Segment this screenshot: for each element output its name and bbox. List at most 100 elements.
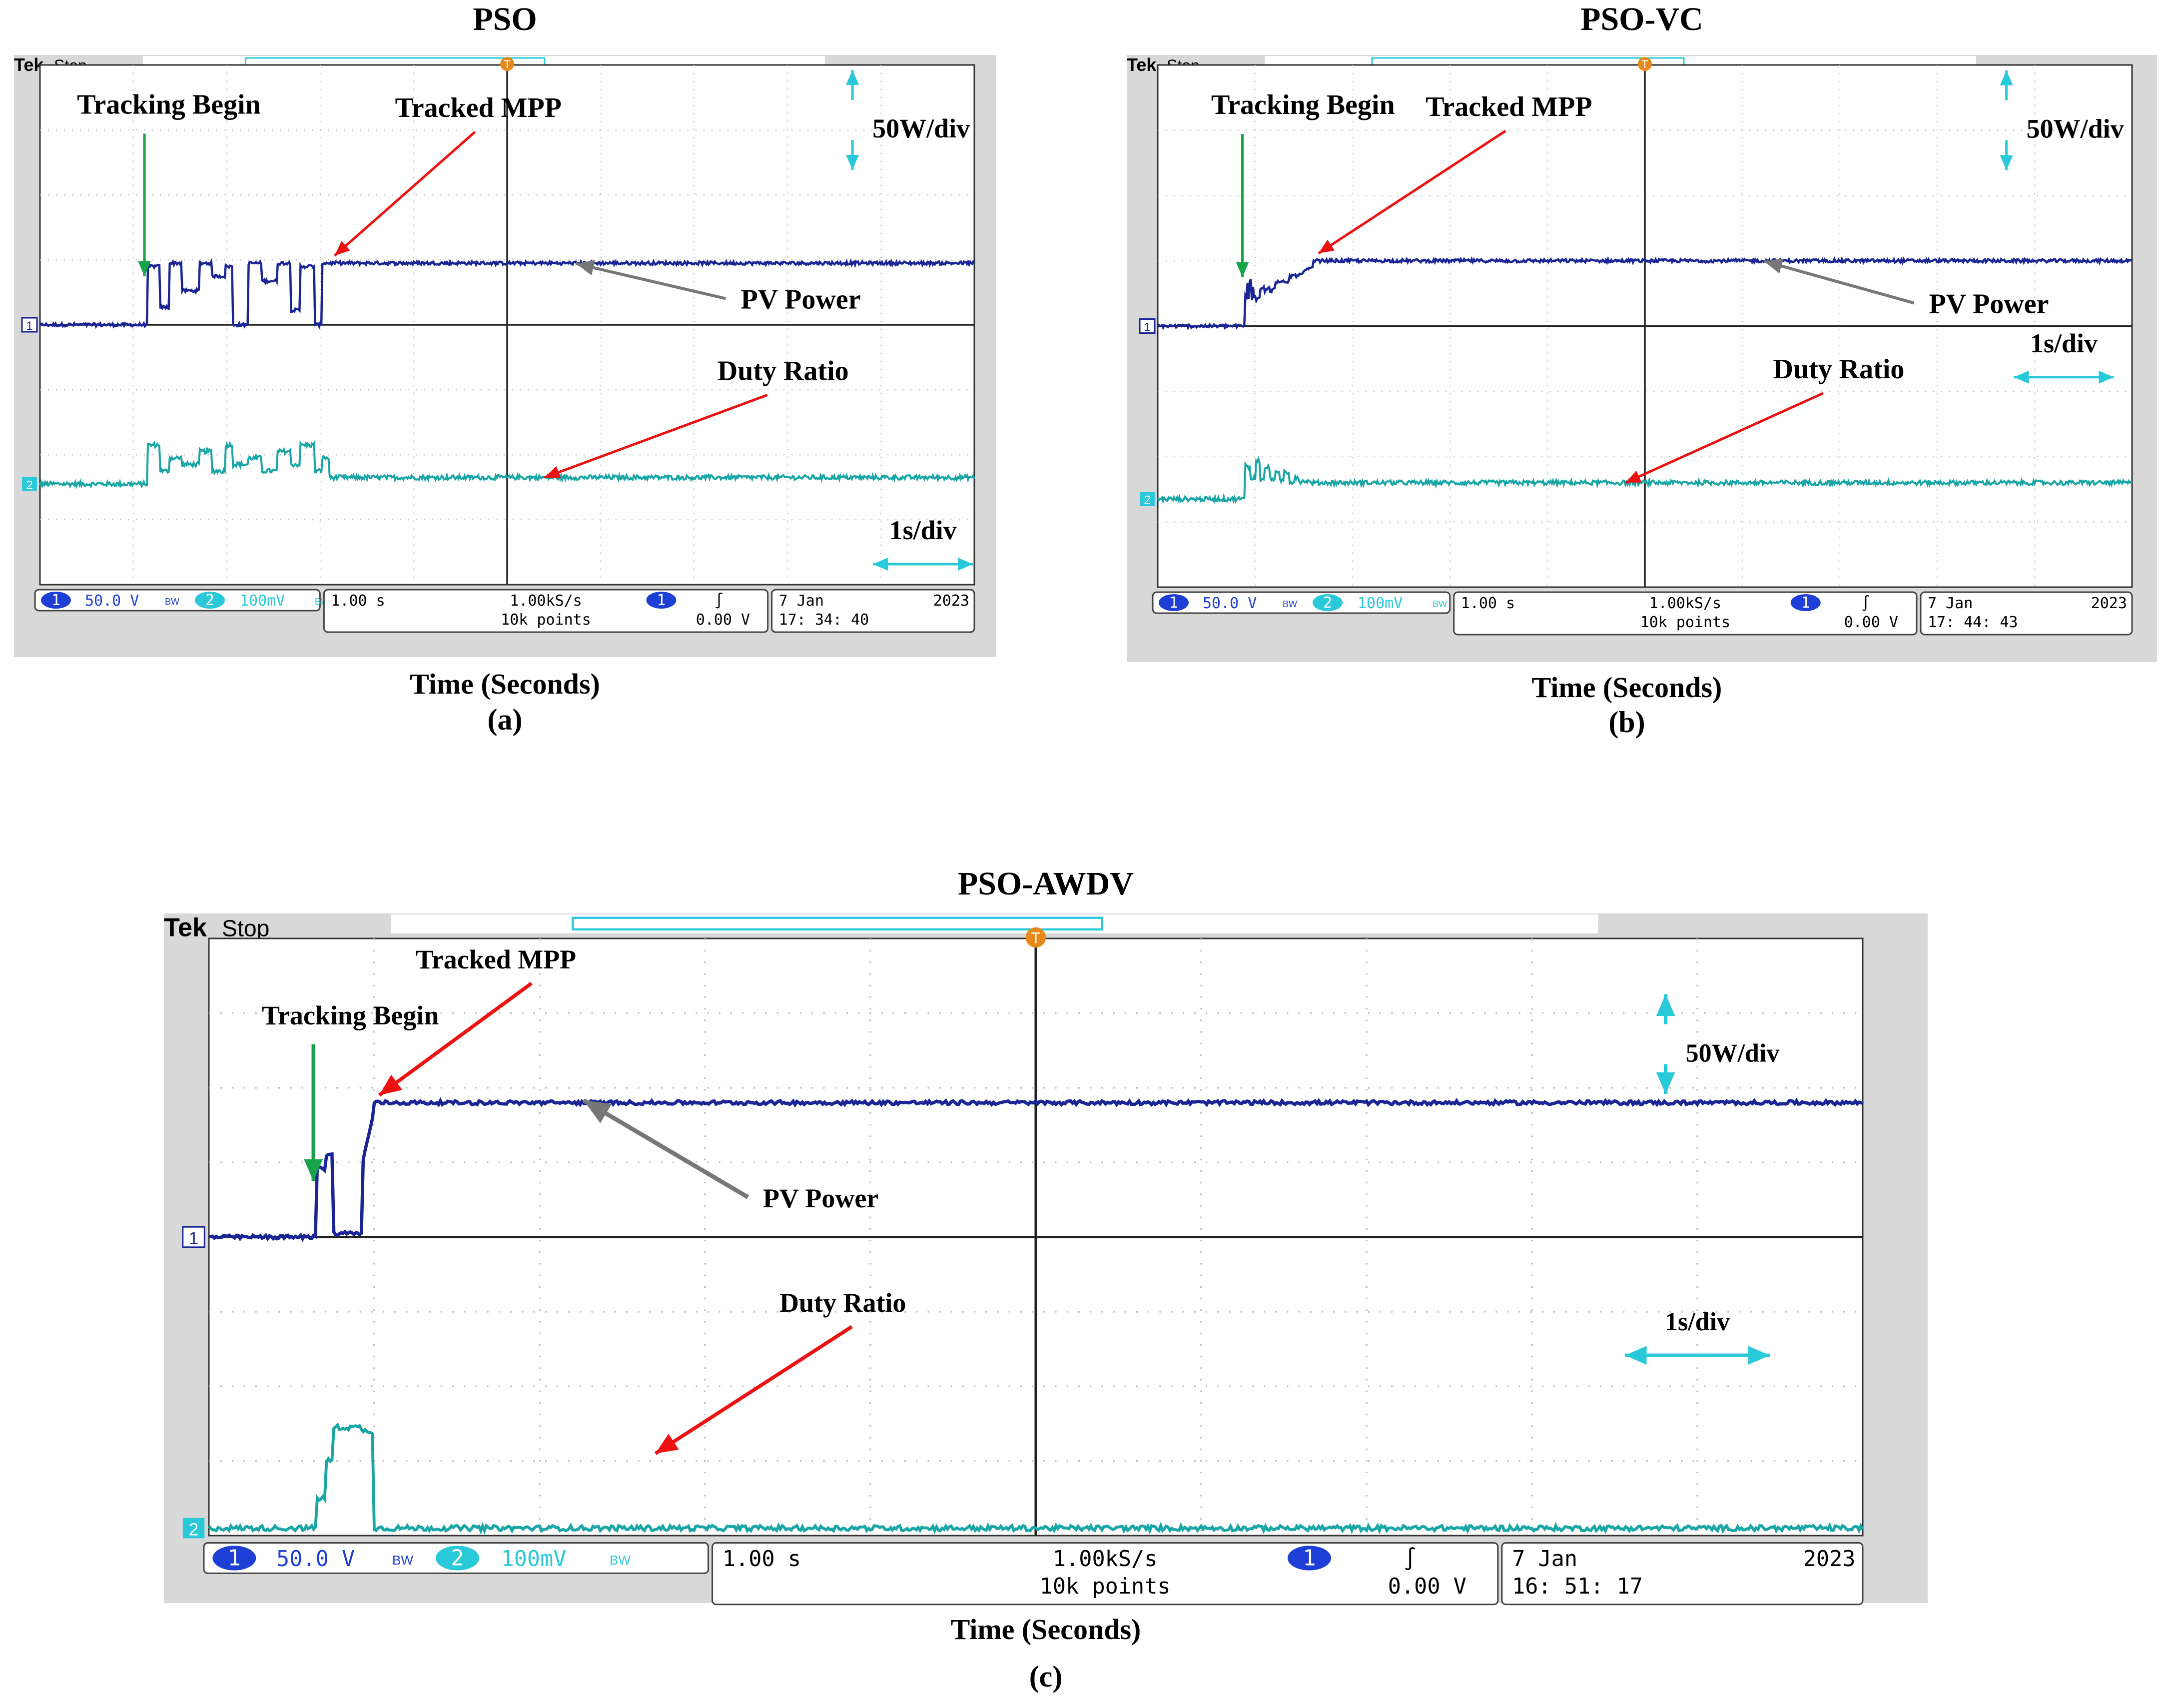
badge-ch2-label: 2 <box>451 1546 464 1571</box>
record-length: 10k points <box>1040 1574 1171 1599</box>
badge-ch1 <box>41 592 71 609</box>
sample-rate: 1.00kS/s <box>510 592 582 610</box>
label-mask <box>47 88 77 119</box>
panel-a-xlabel: Time (Seconds) <box>410 668 600 700</box>
arrow-power-scale-down-head <box>1656 1072 1675 1094</box>
panel-a-caption: (a) <box>488 703 523 736</box>
badge-ch2 <box>195 592 225 609</box>
panel-c-caption: (c) <box>1029 1660 1063 1693</box>
ch2-marker-label: 2 <box>1144 494 1150 507</box>
trigger-cursor <box>1025 927 1046 948</box>
label-tracking-begin: Tracking Begin <box>1211 89 1395 120</box>
arrow-time-scale-left-head <box>1625 1346 1647 1365</box>
label-duty-ratio: Duty Ratio <box>718 356 849 387</box>
trigger-cursor <box>1638 57 1652 71</box>
arrow-duty-ratio-head <box>655 1434 679 1454</box>
timebase: 1.00 s <box>331 592 385 610</box>
record-window <box>572 916 1103 931</box>
badge-trigger <box>1287 1546 1331 1571</box>
date: 7 Jan <box>1928 595 1973 612</box>
badge-ch2 <box>1313 594 1343 611</box>
clock-time: 17: 34: 40 <box>779 611 869 629</box>
timebase: 1.00 s <box>1461 595 1515 612</box>
year: 2023 <box>933 592 969 610</box>
ch2-marker-label: 2 <box>189 1520 198 1540</box>
panel-c-xlabel: Time (Seconds) <box>951 1613 1141 1646</box>
trigger-cursor-label: T <box>1641 58 1648 70</box>
label-pv-power: PV Power <box>1929 288 2049 319</box>
arrow-time-scale-right-head <box>958 558 973 571</box>
ch1-bw: BW <box>1283 599 1297 609</box>
panel-a-title: PSO <box>473 1 537 37</box>
arrow-time-scale-right-head <box>2099 370 2114 384</box>
clock-time: 16: 51: 17 <box>1512 1574 1643 1599</box>
arrow-tracking-begin-head <box>138 261 151 276</box>
ch2-scale: 100mV <box>1358 595 1403 612</box>
date: 7 Jan <box>1512 1547 1577 1572</box>
status-channels <box>34 589 321 612</box>
status-date <box>1501 1542 1864 1606</box>
ch2-marker <box>1140 492 1155 506</box>
badge-ch2 <box>436 1546 479 1571</box>
ch1-marker-label: 1 <box>189 1229 198 1248</box>
status-channels <box>1152 591 1451 614</box>
year: 2023 <box>1803 1547 1856 1572</box>
ch2-bw: BW <box>610 1553 631 1568</box>
label-time-scale: 1s/div <box>889 515 957 545</box>
label-power-scale: 50W/div <box>1686 1039 1780 1068</box>
arrow-time-scale-left-head <box>2014 370 2029 384</box>
arrow-pv-power <box>582 1098 749 1199</box>
label-duty-ratio: Duty Ratio <box>1773 354 1905 385</box>
arrow-power-scale-down-head <box>2000 155 2013 170</box>
ch2-bw: BW <box>1433 599 1447 609</box>
series-duty-ratio <box>39 440 975 490</box>
trigger-cursor <box>500 57 514 71</box>
ch1-bw: BW <box>392 1553 413 1568</box>
scope-brand: Tek <box>164 913 207 942</box>
trigger-level: 0.00 V <box>1844 614 1898 631</box>
badge-trigger-label: 1 <box>1303 1546 1316 1571</box>
ch2-marker-label: 2 <box>26 479 32 492</box>
arrow-tracked-mpp-head <box>1319 239 1335 253</box>
label-power-scale: 50W/div <box>2027 114 2124 144</box>
ch1-scale: 50.0 V <box>1203 595 1257 612</box>
arrow-duty-ratio-head <box>1625 470 1642 483</box>
panel-c: Tek Stop T 1 2 Tracking Begin Tracked MPP PV Po… <box>164 913 1928 1606</box>
label-mask <box>1181 88 1211 119</box>
ch1-marker <box>1139 318 1156 334</box>
badge-ch1-label: 1 <box>228 1546 241 1571</box>
sample-rate: 1.00kS/s <box>1053 1547 1158 1572</box>
panel-c-title: PSO-AWDV <box>958 865 1134 902</box>
label-time-scale: 1s/div <box>2030 328 2098 358</box>
label-tracking-begin: Tracking Begin <box>77 89 261 120</box>
trigger-level: 0.00 V <box>1388 1574 1466 1599</box>
ch2-scale: 100mV <box>501 1547 567 1572</box>
arrow-tracked-mpp <box>334 131 476 257</box>
trigger-slope: ∫ <box>715 592 724 610</box>
arrow-tracked-mpp-head <box>379 1074 403 1095</box>
badge-ch2-label: 2 <box>1323 594 1332 612</box>
trigger-cursor-label: T <box>504 58 510 70</box>
timebase: 1.00 s <box>723 1547 801 1572</box>
series-pv-power <box>39 257 975 330</box>
badge-ch1 <box>212 1546 256 1571</box>
series-duty-ratio <box>1157 456 2133 505</box>
panel-b-xlabel: Time (Seconds) <box>1532 671 1722 704</box>
arrow-duty-ratio-head <box>544 466 561 479</box>
arrow-tracking-begin-head <box>304 1159 323 1181</box>
arrow-duty-ratio <box>654 1325 853 1455</box>
arrow-tracked-mpp <box>1318 129 1506 254</box>
clock-time: 17: 44: 43 <box>1928 614 2018 631</box>
ch2-marker <box>22 477 37 491</box>
arrow-time-scale-left-head <box>873 558 888 571</box>
year: 2023 <box>2091 595 2127 612</box>
sample-rate: 1.00kS/s <box>1649 595 1722 612</box>
date: 7 Jan <box>779 592 824 610</box>
ch1-marker <box>182 1226 205 1248</box>
label-pv-power: PV Power <box>741 284 861 315</box>
badge-ch1-label: 1 <box>1169 594 1178 612</box>
series-duty-ratio <box>207 1422 1864 1535</box>
arrow-power-scale-up-head <box>1656 994 1675 1016</box>
arrow-tracked-mpp <box>378 981 533 1097</box>
